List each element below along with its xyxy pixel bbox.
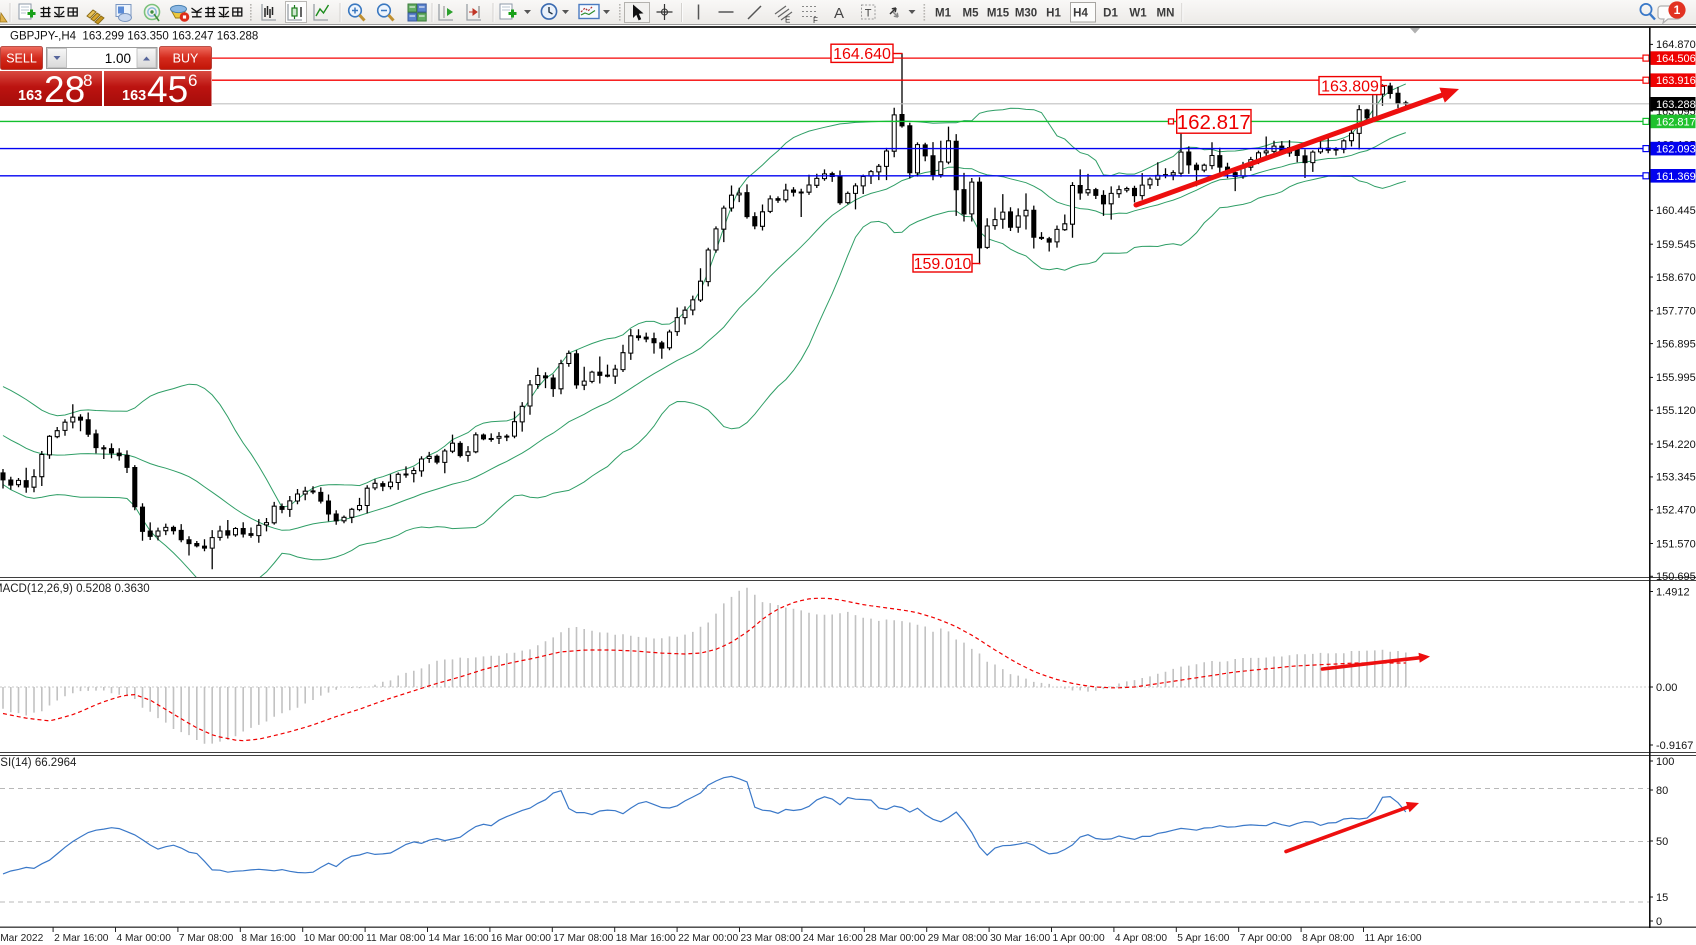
svg-text:24 Mar 16:00: 24 Mar 16:00 [803, 933, 863, 944]
svg-text:162.817: 162.817 [1656, 116, 1696, 128]
svg-text:163.809: 163.809 [1321, 78, 1379, 95]
svg-text:8: 8 [83, 71, 92, 90]
svg-text:100: 100 [1656, 756, 1674, 768]
svg-text:162.817: 162.817 [1177, 111, 1251, 134]
svg-text:GBPJPY-,H4 163.299 163.350 16: GBPJPY-,H4 163.299 163.350 163.247 163.2… [10, 31, 258, 43]
svg-text:29 Mar 08:00: 29 Mar 08:00 [928, 933, 988, 944]
svg-text:28: 28 [44, 69, 85, 110]
svg-text:164.640: 164.640 [833, 46, 891, 63]
svg-text:159.010: 159.010 [914, 256, 972, 273]
svg-text:E: E [785, 16, 790, 25]
svg-text:SELL: SELL [6, 52, 37, 66]
svg-text:MN: MN [1157, 7, 1175, 19]
svg-text:M5: M5 [963, 7, 980, 19]
svg-text:163.288: 163.288 [1656, 99, 1696, 111]
svg-text:M30: M30 [1015, 7, 1037, 19]
svg-text:8 Apr 08:00: 8 Apr 08:00 [1302, 933, 1354, 944]
svg-text:1 Mar 2022: 1 Mar 2022 [0, 933, 44, 944]
svg-text:157.770: 157.770 [1656, 306, 1696, 318]
svg-text:MACD(12,26,9) 0.5208 0.3630: MACD(12,26,9) 0.5208 0.3630 [0, 583, 150, 595]
svg-text:163.916: 163.916 [1656, 75, 1696, 87]
svg-text:45: 45 [147, 69, 188, 110]
svg-text:T: T [865, 8, 872, 20]
svg-text:1: 1 [1674, 3, 1681, 17]
svg-text:80: 80 [1656, 785, 1668, 797]
svg-text:2 Mar 16:00: 2 Mar 16:00 [54, 933, 109, 944]
svg-text:18 Mar 16:00: 18 Mar 16:00 [616, 933, 676, 944]
svg-text:164.870: 164.870 [1656, 39, 1696, 51]
svg-text:1.00: 1.00 [105, 51, 131, 66]
svg-text:8 Mar 16:00: 8 Mar 16:00 [241, 933, 296, 944]
svg-text:164.506: 164.506 [1656, 53, 1696, 65]
svg-text:4 Mar 00:00: 4 Mar 00:00 [117, 933, 172, 944]
svg-text:153.345: 153.345 [1656, 472, 1696, 484]
svg-text:A: A [834, 5, 844, 22]
svg-text:23 Mar 08:00: 23 Mar 08:00 [741, 933, 801, 944]
svg-text:15: 15 [1656, 892, 1668, 904]
svg-text:0.00: 0.00 [1656, 682, 1677, 694]
svg-text:BUY: BUY [173, 52, 199, 66]
svg-text:14 Mar 16:00: 14 Mar 16:00 [429, 933, 489, 944]
svg-text:30 Mar 16:00: 30 Mar 16:00 [990, 933, 1050, 944]
svg-text:D1: D1 [1103, 7, 1118, 19]
svg-text:22 Mar 00:00: 22 Mar 00:00 [678, 933, 738, 944]
svg-text:4 Apr 08:00: 4 Apr 08:00 [1115, 933, 1167, 944]
svg-text:50: 50 [1656, 836, 1668, 848]
svg-text:H4: H4 [1073, 7, 1088, 19]
svg-text:0: 0 [1656, 916, 1662, 928]
svg-text:160.445: 160.445 [1656, 205, 1696, 217]
svg-text:162.093: 162.093 [1656, 144, 1696, 156]
svg-text:155.995: 155.995 [1656, 372, 1696, 384]
svg-text:-0.9167: -0.9167 [1656, 740, 1693, 752]
svg-text:RSI(14) 66.2964: RSI(14) 66.2964 [0, 757, 77, 769]
svg-text:M1: M1 [935, 7, 952, 19]
svg-text:159.545: 159.545 [1656, 239, 1696, 251]
svg-text:5 Apr 16:00: 5 Apr 16:00 [1177, 933, 1229, 944]
svg-text:1.4912: 1.4912 [1656, 586, 1690, 598]
svg-text:7 Mar 08:00: 7 Mar 08:00 [179, 933, 234, 944]
svg-text:150.695: 150.695 [1656, 571, 1696, 583]
svg-text:158.670: 158.670 [1656, 272, 1696, 284]
svg-text:1 Apr 00:00: 1 Apr 00:00 [1053, 933, 1105, 944]
svg-text:7 Apr 00:00: 7 Apr 00:00 [1240, 933, 1292, 944]
svg-text:28 Mar 00:00: 28 Mar 00:00 [865, 933, 925, 944]
svg-text:156.895: 156.895 [1656, 338, 1696, 350]
svg-text:163: 163 [18, 88, 42, 104]
svg-text:F: F [813, 16, 818, 25]
svg-text:152.470: 152.470 [1656, 505, 1696, 517]
svg-text:155.120: 155.120 [1656, 405, 1696, 417]
svg-text:11 Mar 08:00: 11 Mar 08:00 [366, 933, 426, 944]
svg-text:17 Mar 08:00: 17 Mar 08:00 [553, 933, 613, 944]
svg-text:11 Apr 16:00: 11 Apr 16:00 [1365, 933, 1422, 944]
svg-text:M15: M15 [987, 7, 1010, 19]
svg-text:16 Mar 00:00: 16 Mar 00:00 [491, 933, 551, 944]
svg-text:151.570: 151.570 [1656, 538, 1696, 550]
svg-text:W1: W1 [1129, 7, 1147, 19]
svg-text:6: 6 [188, 71, 197, 90]
svg-text:163: 163 [122, 88, 146, 104]
svg-text:10 Mar 00:00: 10 Mar 00:00 [304, 933, 364, 944]
svg-text:161.369: 161.369 [1656, 171, 1696, 183]
svg-text:H1: H1 [1046, 7, 1061, 19]
svg-text:154.220: 154.220 [1656, 439, 1696, 451]
